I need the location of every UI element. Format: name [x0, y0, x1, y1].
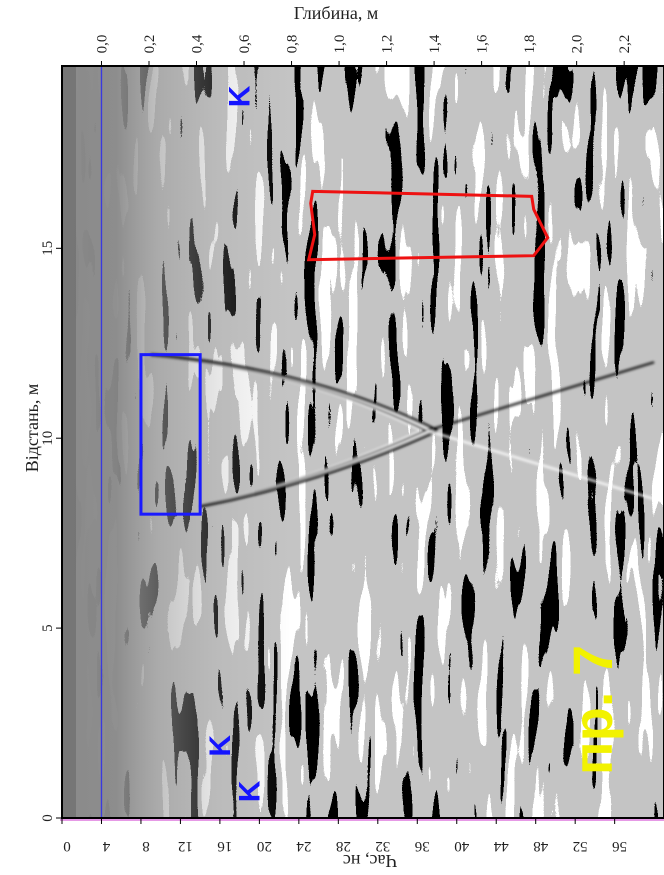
- x-tick-label: 16: [217, 838, 233, 854]
- x-tick-label: 48: [533, 838, 548, 854]
- axis-layer: 0 4 8 12 16 20 24 28 32 36 40 44 48 52 560,0 0,2 0,4 0,6 0…: [40, 34, 633, 854]
- x2-tick-label: 0,4: [190, 34, 206, 53]
- x2-tick-label: 1,2: [380, 35, 396, 54]
- x2-tick-label: 1,6: [475, 34, 491, 53]
- hyperbola-tail: [426, 429, 655, 501]
- hyperbola-upper-arm: [150, 353, 438, 432]
- y-tick-label: 10: [40, 431, 56, 446]
- x-tick-label: 36: [414, 838, 430, 854]
- k-marker: K: [204, 735, 237, 757]
- hyperbola-tail: [426, 361, 655, 432]
- k-marker: K: [224, 85, 257, 107]
- x2-tick-label: 0,0: [94, 35, 110, 54]
- x-tick-label: 44: [493, 838, 509, 854]
- k-marker: K: [233, 780, 266, 802]
- x2-tick-label: 1,0: [332, 35, 348, 54]
- x2-tick-label: 2,2: [617, 35, 633, 54]
- x-tick-label: 20: [257, 838, 272, 854]
- plot-frame: [61, 65, 664, 819]
- x-tick-label: 52: [573, 838, 588, 854]
- left-strip: [62, 66, 76, 818]
- hyperbola-lower-arm: [199, 429, 438, 509]
- x2-tick-label: 0,6: [237, 34, 253, 53]
- x2-tick-label: 2,0: [570, 35, 586, 54]
- x-tick-label: 28: [336, 838, 351, 854]
- blue-region: [139, 353, 202, 516]
- profile-label: пр. 7: [561, 645, 624, 775]
- red-region: [306, 189, 550, 262]
- x2-axis-title: Глибина, м: [294, 3, 378, 23]
- hyperbola-layer: [150, 353, 655, 509]
- overlay-layer: K K K: [100, 66, 550, 818]
- x-tick-label: 40: [454, 838, 469, 854]
- x-tick-label: 24: [296, 838, 312, 854]
- y-tick-label: 5: [40, 624, 56, 632]
- y-axis-title: Відстань, м: [22, 384, 42, 472]
- x-tick-label: 32: [375, 838, 390, 854]
- y-tick-label: 0: [40, 814, 56, 822]
- y-tick-label: 15: [40, 241, 56, 256]
- x2-tick-label: 1,4: [427, 34, 443, 53]
- x-tick-label: 0: [63, 838, 71, 854]
- x2-tick-label: 1,8: [522, 35, 538, 54]
- x2-tick-label: 0,8: [285, 35, 301, 54]
- x-tick-label: 4: [102, 838, 110, 854]
- x-tick-label: 12: [178, 838, 193, 854]
- x-axis-title: Час, нс: [343, 851, 397, 871]
- x-tick-label: 56: [612, 838, 628, 854]
- x-tick-label: 8: [142, 838, 150, 854]
- x2-tick-label: 0,2: [142, 35, 158, 54]
